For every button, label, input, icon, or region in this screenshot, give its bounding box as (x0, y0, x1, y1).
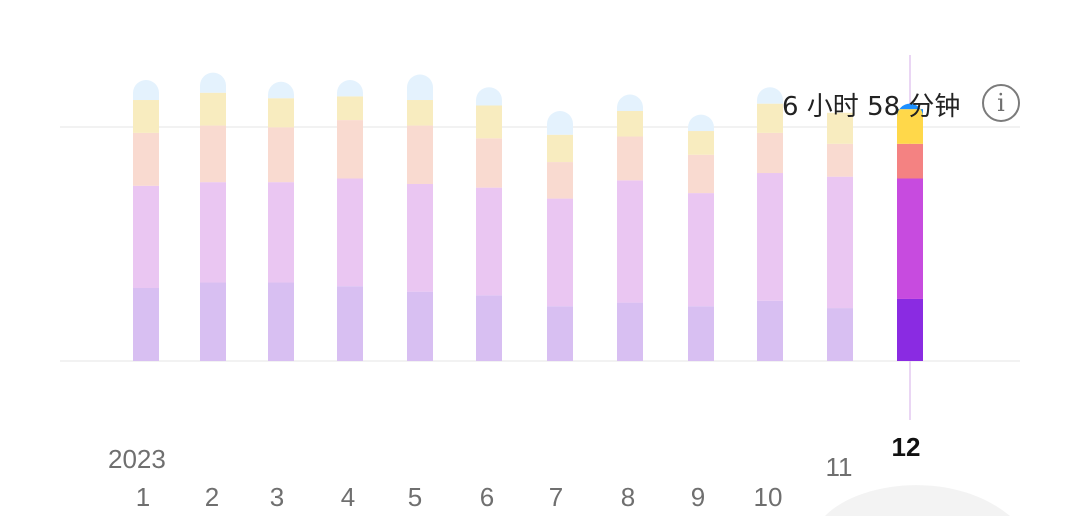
bar-6-segment-5[interactable] (476, 87, 502, 106)
bar-10-segment-5[interactable] (757, 87, 783, 104)
bar-1-segment-5[interactable] (133, 79, 159, 101)
bar-4-segment-5[interactable] (337, 79, 363, 97)
scroll-handle-decoration (825, 485, 1010, 516)
x-tick-label-1[interactable]: 1 (136, 482, 150, 512)
bar-5-segment-2[interactable] (407, 183, 433, 292)
bar-3-segment-3[interactable] (268, 127, 294, 183)
bar-2-segment-3[interactable] (200, 125, 226, 183)
bar-4-segment-3[interactable] (337, 120, 363, 179)
bar-2-segment-4[interactable] (200, 92, 226, 126)
x-tick-label-12[interactable]: 12 (892, 432, 921, 462)
bar-9-segment-2[interactable] (688, 193, 714, 307)
x-tick-label-3[interactable]: 3 (270, 482, 284, 512)
bar-6-segment-4[interactable] (476, 105, 502, 139)
bar-7-segment-4[interactable] (547, 134, 573, 163)
bar-4-segment-2[interactable] (337, 178, 363, 287)
bar-2-segment-1[interactable] (200, 282, 226, 361)
bar-5-segment-1[interactable] (407, 291, 433, 361)
bar-12-segment-5[interactable] (897, 103, 923, 117)
bar-7-segment-1[interactable] (547, 306, 573, 361)
bar-8-segment-5[interactable] (617, 94, 643, 111)
x-tick-label-2[interactable]: 2 (205, 482, 219, 512)
bar-6-segment-2[interactable] (476, 187, 502, 296)
bar-4-segment-1[interactable] (337, 286, 363, 361)
bar-11-segment-2[interactable] (827, 176, 853, 309)
bar-9-segment-3[interactable] (688, 154, 714, 194)
bar-10-segment-2[interactable] (757, 173, 783, 301)
bar-8-segment-1[interactable] (617, 302, 643, 361)
bar-4-segment-4[interactable] (337, 96, 363, 121)
x-tick-label-4[interactable]: 4 (341, 482, 355, 512)
bar-3-segment-4[interactable] (268, 98, 294, 128)
year-label: 2023 (108, 444, 166, 474)
bar-8-segment-2[interactable] (617, 180, 643, 303)
bar-12-segment-4[interactable] (897, 109, 923, 144)
info-icon[interactable]: i (982, 84, 1020, 122)
bar-12-segment-2[interactable] (897, 178, 923, 299)
x-tick-label-10[interactable]: 10 (754, 482, 783, 512)
bar-5-segment-5[interactable] (407, 74, 433, 101)
bar-3-segment-1[interactable] (268, 282, 294, 361)
bar-3-segment-5[interactable] (268, 81, 294, 99)
x-tick-label-11[interactable]: 11 (826, 452, 853, 482)
bar-5-segment-3[interactable] (407, 125, 433, 184)
selected-bar-tooltip: 6 小时 58 分钟 (782, 92, 961, 122)
bar-9-segment-1[interactable] (688, 306, 714, 361)
bar-10-segment-1[interactable] (757, 300, 783, 361)
bar-3-segment-2[interactable] (268, 182, 294, 283)
bar-11-segment-3[interactable] (827, 143, 853, 177)
bar-7-segment-5[interactable] (547, 110, 573, 135)
bar-10-segment-3[interactable] (757, 132, 783, 174)
bar-1-segment-2[interactable] (133, 185, 159, 288)
bar-11-segment-4[interactable] (827, 112, 853, 144)
bar-10-segment-4[interactable] (757, 103, 783, 133)
bar-1-segment-1[interactable] (133, 288, 159, 361)
x-tick-label-6[interactable]: 6 (480, 482, 494, 512)
x-tick-label-8[interactable]: 8 (621, 482, 635, 512)
bar-9-segment-5[interactable] (688, 114, 714, 132)
bar-1-segment-4[interactable] (133, 100, 159, 133)
bar-11-segment-1[interactable] (827, 308, 853, 361)
bar-7-segment-3[interactable] (547, 162, 573, 199)
bar-8-segment-4[interactable] (617, 110, 643, 137)
bar-2-segment-2[interactable] (200, 182, 226, 283)
bar-1-segment-3[interactable] (133, 132, 159, 186)
bar-9-segment-4[interactable] (688, 131, 714, 155)
bar-5-segment-4[interactable] (407, 100, 433, 126)
bar-8-segment-3[interactable] (617, 136, 643, 181)
bar-7-segment-2[interactable] (547, 198, 573, 307)
x-tick-label-5[interactable]: 5 (408, 482, 422, 512)
x-tick-label-7[interactable]: 7 (549, 482, 563, 512)
bar-6-segment-3[interactable] (476, 138, 502, 188)
bar-12-segment-3[interactable] (897, 143, 923, 179)
x-tick-label-9[interactable]: 9 (691, 482, 705, 512)
bar-12-segment-1[interactable] (897, 298, 923, 361)
bar-6-segment-1[interactable] (476, 295, 502, 361)
bar-2-segment-5[interactable] (200, 72, 226, 93)
